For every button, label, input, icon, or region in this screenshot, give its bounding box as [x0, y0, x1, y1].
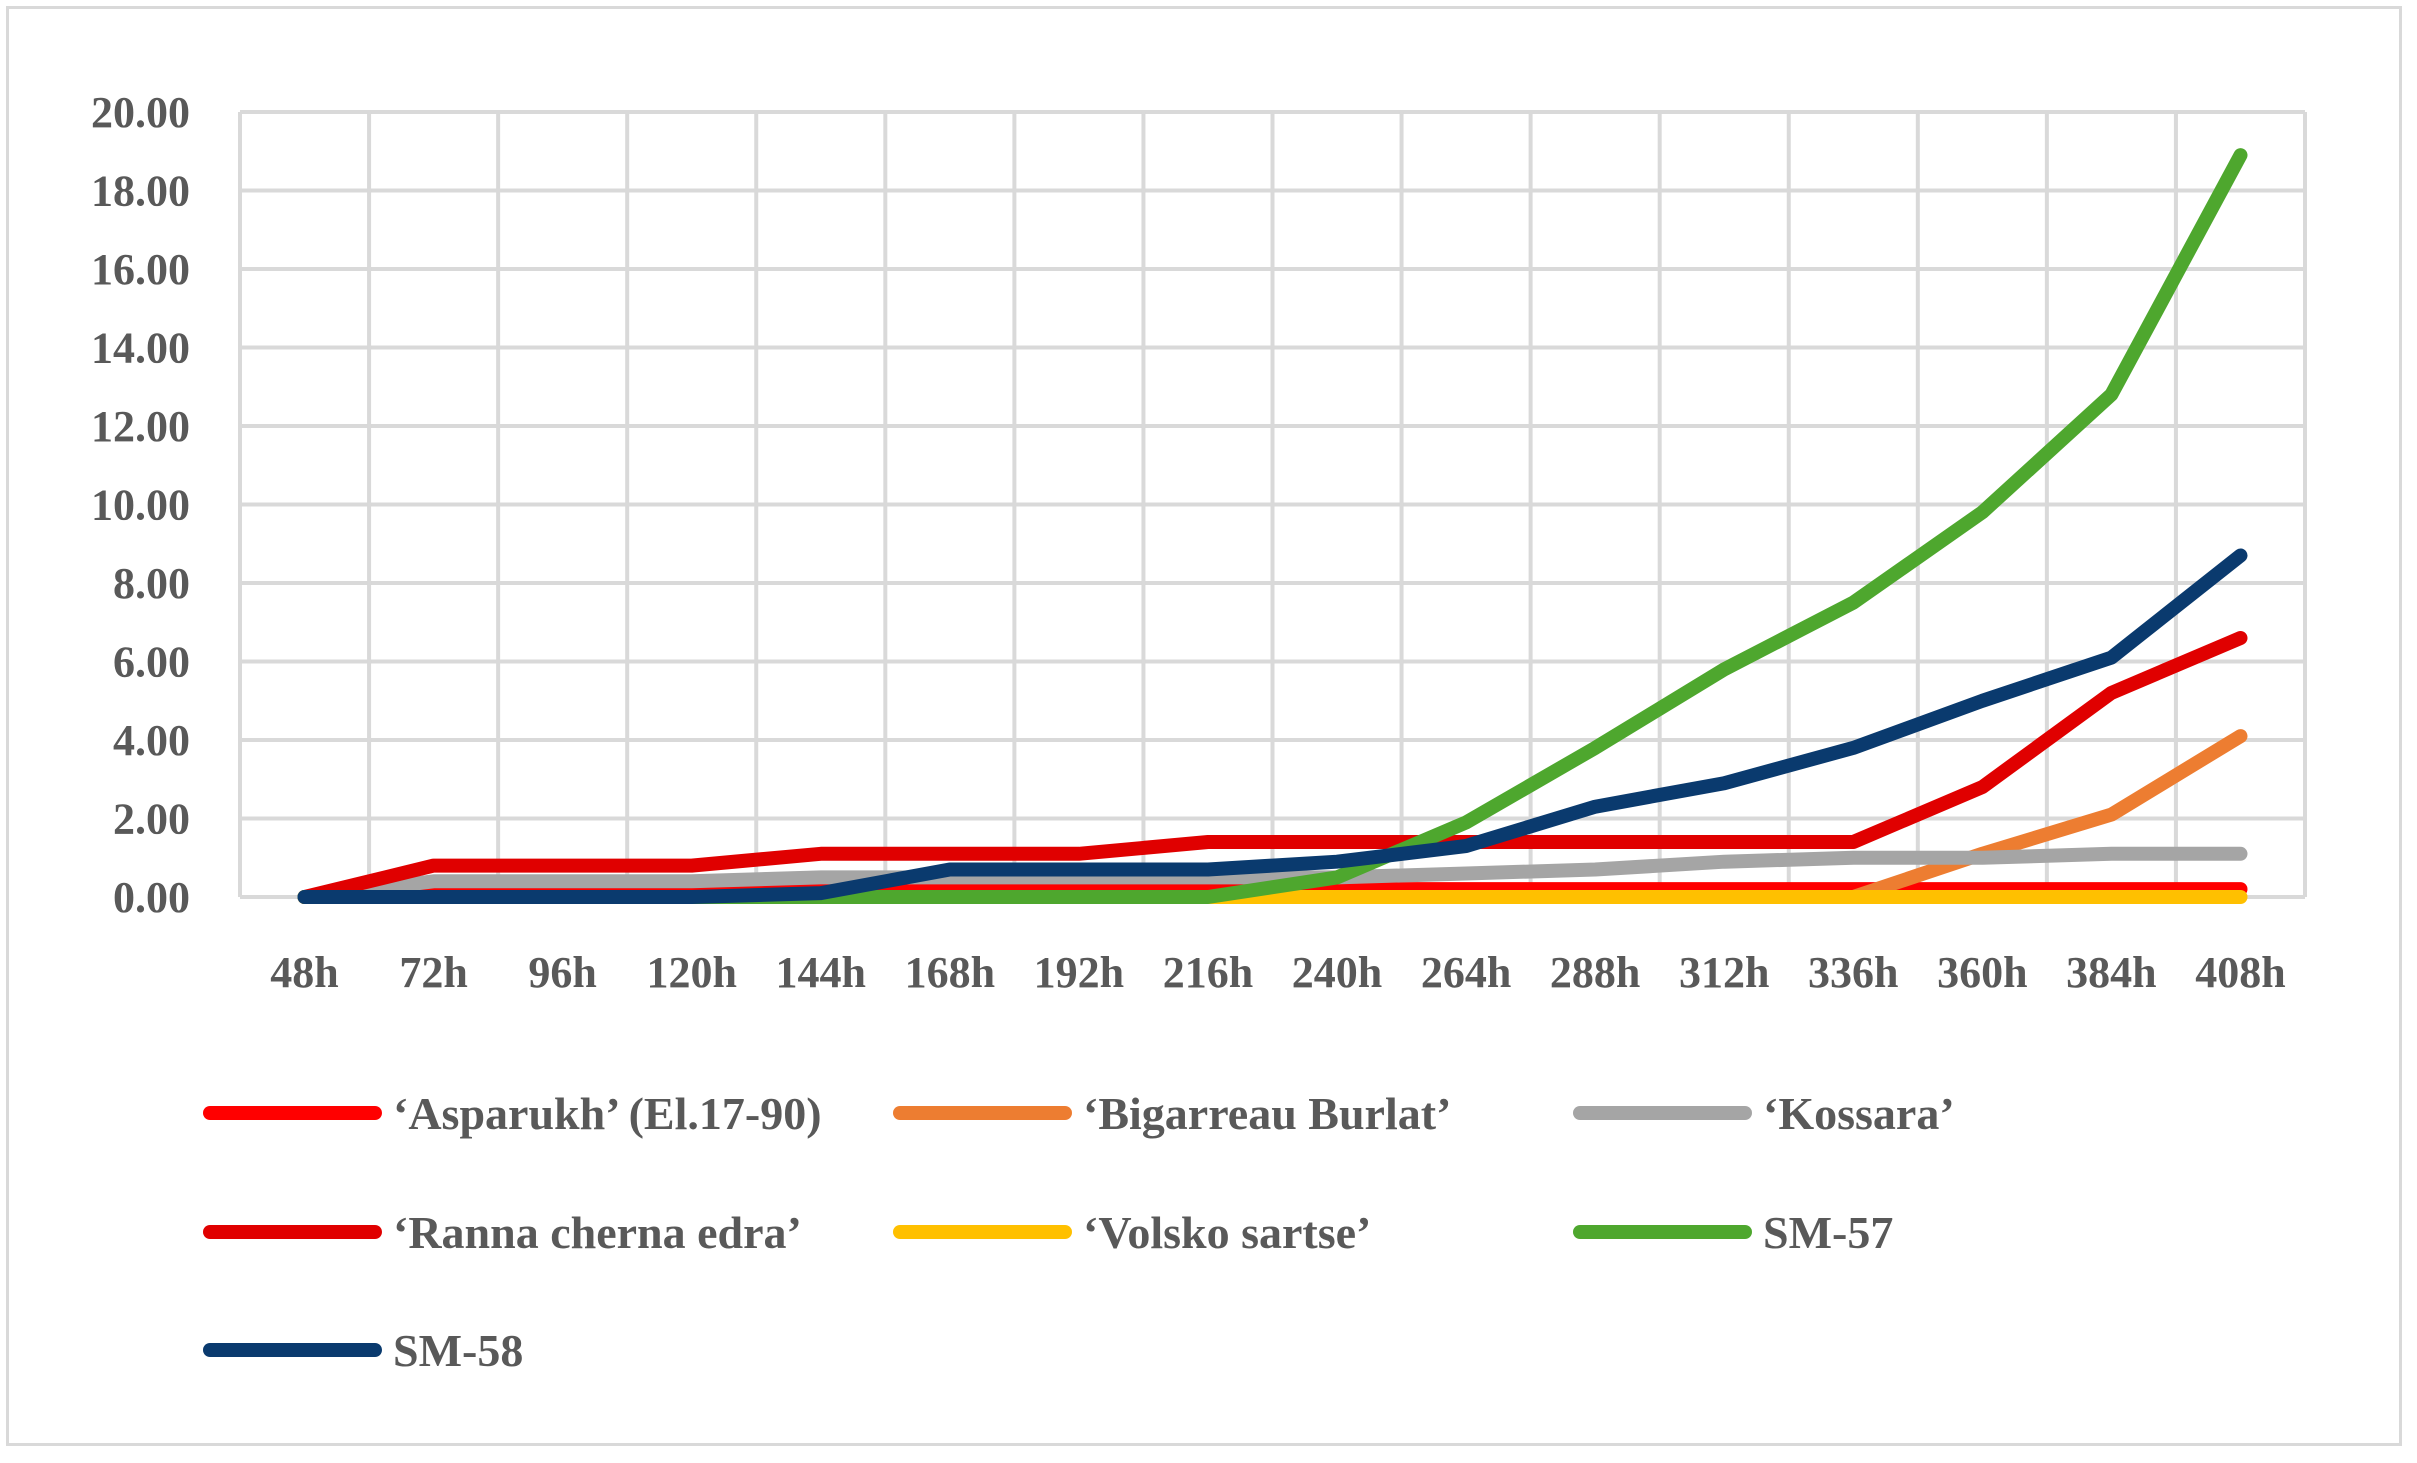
- y-axis-tick-labels: 0.00 2.00 4.00 6.00 8.00 10.00 12.00 14.00 16.00…: [91, 88, 190, 922]
- y-tick-label: 10.00: [91, 481, 190, 530]
- x-tick-label: 192h: [1034, 948, 1124, 997]
- x-tick-label: 216h: [1163, 948, 1253, 997]
- series-line-6: [297, 548, 2248, 904]
- x-tick-label: 168h: [905, 948, 995, 997]
- y-tick-label: 14.00: [91, 324, 190, 373]
- x-tick-label: 408h: [2195, 948, 2285, 997]
- x-tick-label: 144h: [776, 948, 866, 997]
- series-line-2: [297, 846, 2248, 904]
- x-tick-label: 288h: [1550, 948, 1640, 997]
- x-tick-label: 240h: [1292, 948, 1382, 997]
- legend-label: SM-58: [393, 1325, 523, 1376]
- x-tick-label: 120h: [646, 948, 736, 997]
- y-tick-label: 0.00: [113, 873, 190, 922]
- x-tick-label: 336h: [1808, 948, 1898, 997]
- x-tick-label: 96h: [528, 948, 596, 997]
- x-tick-label: 384h: [2066, 948, 2156, 997]
- legend-label: ‘Bigarreau Burlat’: [1083, 1088, 1451, 1139]
- y-tick-label: 8.00: [113, 559, 190, 608]
- y-tick-label: 18.00: [91, 167, 190, 216]
- x-tick-label: 48h: [270, 948, 338, 997]
- series-line-3: [297, 631, 2248, 904]
- legend-label: ‘Asparukh’ (El.17-90): [393, 1088, 822, 1139]
- legend-label: ‘Volsko sartse’: [1083, 1207, 1371, 1258]
- x-tick-label: 312h: [1679, 948, 1769, 997]
- y-tick-label: 16.00: [91, 245, 190, 294]
- x-tick-label: 360h: [1937, 948, 2027, 997]
- y-tick-label: 4.00: [113, 716, 190, 765]
- y-tick-label: 20.00: [91, 88, 190, 137]
- series-lines: [297, 148, 2248, 904]
- y-tick-label: 6.00: [113, 638, 190, 687]
- legend-label: SM-57: [1763, 1207, 1893, 1258]
- legend-label: ‘Ranna cherna edra’: [393, 1207, 802, 1258]
- chart-frame: [6, 6, 2402, 1446]
- legend: ‘Asparukh’ (El.17-90) ‘Bigarreau Burlat’ ‘…: [203, 1088, 1955, 1376]
- y-tick-label: 2.00: [113, 795, 190, 844]
- x-tick-label: 264h: [1421, 948, 1511, 997]
- y-tick-label: 12.00: [91, 402, 190, 451]
- x-tick-label: 72h: [399, 948, 467, 997]
- x-axis-tick-labels: 48h 72h 96h 120h 144h 168h 192h 216h 240h 264h 288…: [270, 948, 2285, 997]
- legend-label: ‘Kossara’: [1763, 1088, 1955, 1139]
